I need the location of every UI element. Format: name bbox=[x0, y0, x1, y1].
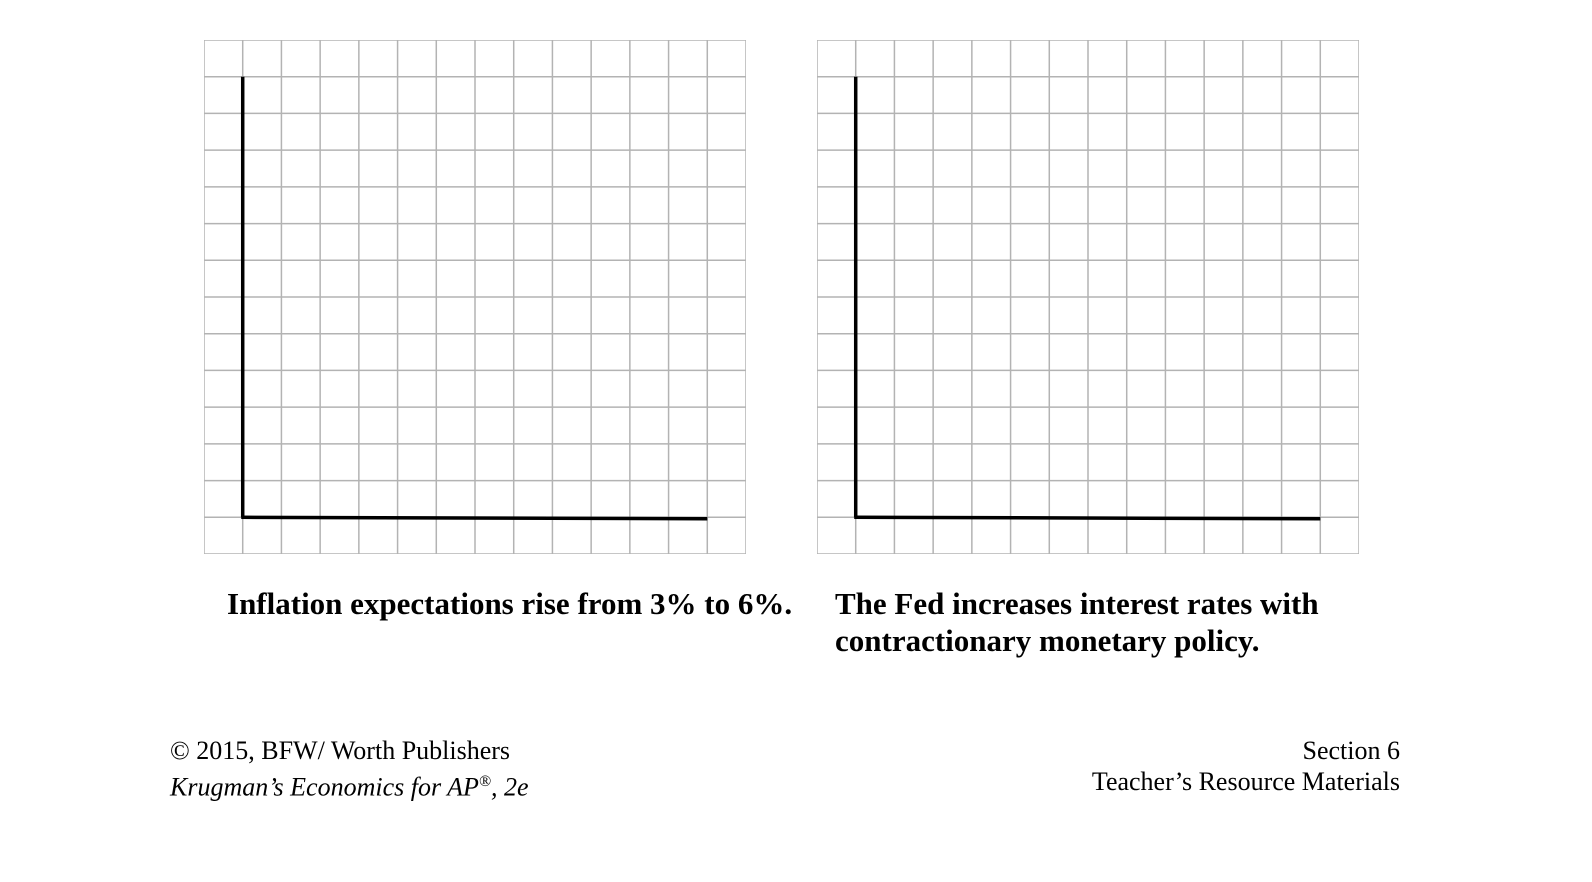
grid-svg-right bbox=[817, 40, 1359, 554]
copyright-text: © 2015, BFW/ Worth Publishers bbox=[170, 736, 511, 765]
resource-label: Teacher’s Resource Materials bbox=[1091, 767, 1400, 796]
horizontal-axis-right bbox=[854, 515, 1321, 521]
caption-right-line-1: The Fed increases interest rates with bbox=[835, 586, 1319, 621]
book-title-main: Krugman’s Economics for AP bbox=[170, 772, 479, 802]
book-edition: , 2e bbox=[491, 772, 529, 802]
horizontal-axis-left bbox=[241, 515, 708, 521]
registered-mark: ® bbox=[478, 773, 492, 790]
section-label: Section 6 bbox=[1302, 736, 1401, 765]
footer-section-info: Section 6 Teacher’s Resource Materials bbox=[1092, 735, 1400, 797]
caption-right-line-2: contractionary monetary policy. bbox=[835, 623, 1260, 658]
blank-graph-grid-right bbox=[817, 40, 1359, 554]
caption-left-line-1: Inflation expectations rise from 3% to 6… bbox=[227, 586, 793, 621]
grid-svg-left bbox=[204, 40, 746, 554]
blank-graph-grid-left bbox=[204, 40, 746, 554]
graph-caption-left: Inflation expectations rise from 3% to 6… bbox=[227, 585, 792, 622]
footer-copyright: © 2015, BFW/ Worth Publishers Krugman’s … bbox=[170, 735, 529, 803]
graph-caption-right: The Fed increases interest rates with co… bbox=[835, 585, 1319, 659]
book-title: Krugman’s Economics for AP®, 2e bbox=[170, 766, 529, 803]
